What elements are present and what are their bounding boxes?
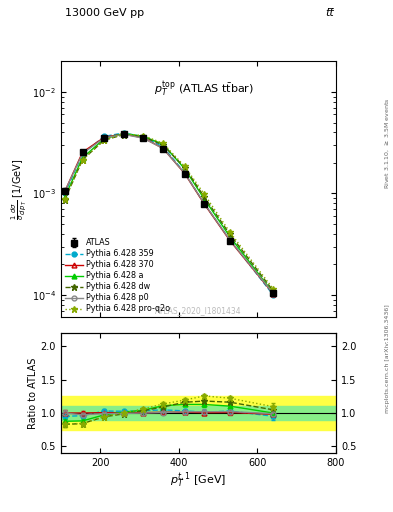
Pythia 6.428 370 bbox=[228, 238, 232, 244]
Line: Pythia 6.428 359: Pythia 6.428 359 bbox=[62, 131, 275, 297]
Y-axis label: Ratio to ATLAS: Ratio to ATLAS bbox=[28, 357, 38, 429]
Pythia 6.428 370 bbox=[202, 201, 207, 207]
Text: mcplots.cern.ch [arXiv:1306.3436]: mcplots.cern.ch [arXiv:1306.3436] bbox=[385, 304, 389, 413]
Line: Pythia 6.428 pro-q2o: Pythia 6.428 pro-q2o bbox=[62, 131, 276, 292]
Pythia 6.428 p0 bbox=[62, 188, 67, 195]
Pythia 6.428 a bbox=[161, 141, 165, 147]
Pythia 6.428 370 bbox=[182, 170, 187, 177]
Pythia 6.428 359 bbox=[228, 237, 232, 243]
Text: tt̅: tt̅ bbox=[325, 8, 334, 18]
Pythia 6.428 dw bbox=[228, 231, 232, 238]
Y-axis label: $\frac{1}{\sigma}\frac{d\sigma}{d\,p_T}$ [1/GeV]: $\frac{1}{\sigma}\frac{d\sigma}{d\,p_T}$… bbox=[10, 159, 29, 220]
Pythia 6.428 dw bbox=[202, 194, 207, 200]
Pythia 6.428 a bbox=[62, 194, 67, 200]
Pythia 6.428 p0 bbox=[202, 201, 207, 207]
Pythia 6.428 dw bbox=[271, 288, 275, 294]
Pythia 6.428 dw bbox=[80, 157, 85, 163]
Pythia 6.428 a bbox=[271, 290, 275, 296]
Pythia 6.428 a bbox=[202, 196, 207, 202]
Pythia 6.428 dw bbox=[141, 134, 146, 140]
Pythia 6.428 pro-q2o bbox=[228, 229, 232, 236]
X-axis label: $p_T^{t,1}$ [GeV]: $p_T^{t,1}$ [GeV] bbox=[170, 471, 227, 491]
Pythia 6.428 370 bbox=[271, 290, 275, 296]
Pythia 6.428 359 bbox=[161, 144, 165, 150]
Pythia 6.428 pro-q2o bbox=[62, 196, 67, 202]
Pythia 6.428 dw bbox=[62, 197, 67, 203]
Text: $p_T^{\rm top}$ (ATLAS t$\bar{\rm t}$bar): $p_T^{\rm top}$ (ATLAS t$\bar{\rm t}$bar… bbox=[154, 79, 254, 99]
Pythia 6.428 p0 bbox=[102, 135, 107, 141]
Pythia 6.428 dw bbox=[121, 132, 126, 138]
Pythia 6.428 359 bbox=[80, 151, 85, 157]
Pythia 6.428 pro-q2o bbox=[102, 137, 107, 143]
Pythia 6.428 370 bbox=[80, 149, 85, 155]
Pythia 6.428 359 bbox=[62, 190, 67, 197]
Pythia 6.428 pro-q2o bbox=[141, 133, 146, 139]
Pythia 6.428 a bbox=[182, 166, 187, 172]
Pythia 6.428 a bbox=[102, 136, 107, 142]
Pythia 6.428 359 bbox=[102, 133, 107, 139]
Text: Rivet 3.1.10, $\geq$ 3.5M events: Rivet 3.1.10, $\geq$ 3.5M events bbox=[383, 98, 391, 189]
Pythia 6.428 p0 bbox=[121, 131, 126, 137]
Text: ATLAS_2020_I1801434: ATLAS_2020_I1801434 bbox=[155, 306, 242, 315]
Line: Pythia 6.428 p0: Pythia 6.428 p0 bbox=[62, 132, 275, 295]
Pythia 6.428 359 bbox=[121, 130, 126, 136]
Line: Pythia 6.428 a: Pythia 6.428 a bbox=[62, 131, 275, 295]
Legend: ATLAS, Pythia 6.428 359, Pythia 6.428 370, Pythia 6.428 a, Pythia 6.428 dw, Pyth: ATLAS, Pythia 6.428 359, Pythia 6.428 37… bbox=[63, 237, 172, 315]
Pythia 6.428 p0 bbox=[182, 170, 187, 176]
Text: 13000 GeV pp: 13000 GeV pp bbox=[65, 8, 144, 18]
Pythia 6.428 pro-q2o bbox=[161, 140, 165, 146]
Pythia 6.428 a bbox=[121, 131, 126, 137]
Pythia 6.428 359 bbox=[202, 201, 207, 207]
Pythia 6.428 370 bbox=[102, 134, 107, 140]
Pythia 6.428 pro-q2o bbox=[182, 163, 187, 169]
Pythia 6.428 359 bbox=[141, 134, 146, 140]
Pythia 6.428 359 bbox=[271, 292, 275, 298]
Pythia 6.428 370 bbox=[62, 188, 67, 195]
Pythia 6.428 p0 bbox=[228, 237, 232, 243]
Pythia 6.428 pro-q2o bbox=[121, 131, 126, 137]
Line: Pythia 6.428 370: Pythia 6.428 370 bbox=[62, 132, 275, 296]
Pythia 6.428 a bbox=[141, 133, 146, 139]
Pythia 6.428 p0 bbox=[161, 145, 165, 152]
Pythia 6.428 dw bbox=[182, 164, 187, 170]
Pythia 6.428 370 bbox=[161, 145, 165, 152]
Pythia 6.428 pro-q2o bbox=[80, 157, 85, 163]
Pythia 6.428 pro-q2o bbox=[202, 191, 207, 198]
Pythia 6.428 370 bbox=[141, 135, 146, 141]
Line: Pythia 6.428 dw: Pythia 6.428 dw bbox=[62, 132, 276, 294]
Pythia 6.428 p0 bbox=[80, 151, 85, 157]
Pythia 6.428 359 bbox=[182, 169, 187, 176]
Pythia 6.428 p0 bbox=[141, 135, 146, 141]
Pythia 6.428 pro-q2o bbox=[271, 286, 275, 292]
Pythia 6.428 370 bbox=[121, 131, 126, 137]
Pythia 6.428 dw bbox=[161, 142, 165, 148]
Pythia 6.428 dw bbox=[102, 137, 107, 143]
Pythia 6.428 a bbox=[80, 155, 85, 161]
Pythia 6.428 a bbox=[228, 233, 232, 240]
Pythia 6.428 p0 bbox=[271, 290, 275, 296]
